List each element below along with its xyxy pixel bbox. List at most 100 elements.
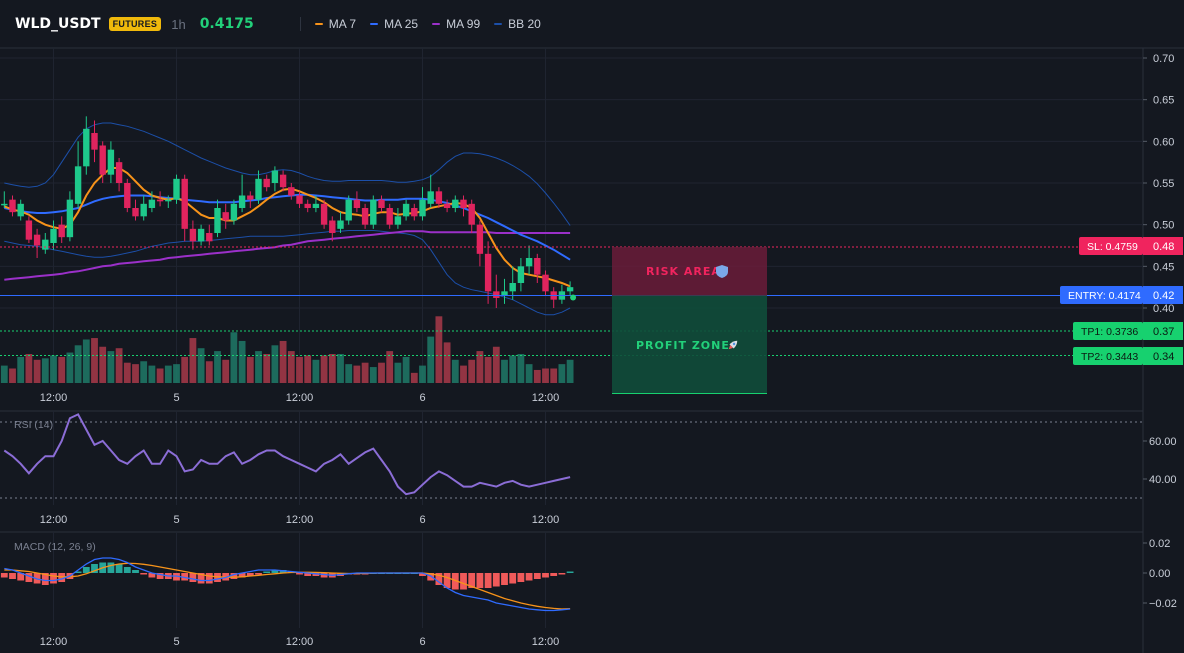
candle-body bbox=[42, 239, 49, 250]
ma7-line bbox=[3, 167, 571, 288]
macd-histogram-bar bbox=[451, 573, 459, 590]
volume-bar bbox=[17, 356, 25, 383]
ma25-swatch bbox=[370, 23, 379, 25]
volume-bar bbox=[279, 340, 287, 383]
volume-bar bbox=[41, 358, 49, 383]
macd-histogram-bar bbox=[197, 573, 205, 584]
candle-body bbox=[107, 149, 115, 175]
candle-body bbox=[58, 224, 65, 238]
candle-body bbox=[493, 291, 500, 298]
candle-body bbox=[156, 199, 164, 202]
volume-bar bbox=[566, 359, 574, 383]
macd-histogram-bar bbox=[296, 573, 303, 575]
rsi-tick-label: 40.00 bbox=[1149, 474, 1177, 486]
macd-histogram-bar bbox=[173, 573, 180, 581]
volume-bar bbox=[74, 345, 82, 383]
candle-body bbox=[214, 208, 221, 233]
macd-histogram-bar bbox=[58, 573, 66, 582]
rsi-time-tick-label: 12:00 bbox=[532, 514, 560, 526]
volume-bar bbox=[345, 364, 353, 383]
volume-bar bbox=[25, 354, 33, 383]
macd-histogram-bar bbox=[476, 573, 484, 588]
volume-bar bbox=[238, 340, 246, 383]
macd-time-tick-label: 12:00 bbox=[286, 636, 314, 648]
volume-bar bbox=[320, 355, 328, 383]
tp2-axis-label: 0.34 bbox=[1153, 351, 1174, 363]
volume-bar bbox=[435, 316, 443, 383]
volume-bar bbox=[361, 362, 369, 383]
macd-histogram-bar bbox=[25, 573, 33, 582]
risk-zone bbox=[612, 247, 767, 296]
last-price: 0.4175 bbox=[199, 16, 254, 32]
macd-histogram-bar bbox=[82, 567, 90, 573]
legend-ma25[interactable]: MA 25 bbox=[370, 17, 418, 31]
volume-bar bbox=[386, 351, 394, 383]
volume-bar bbox=[402, 356, 410, 383]
candle-body bbox=[542, 274, 549, 292]
macd-histogram-bar bbox=[279, 570, 287, 573]
macd-histogram-bar bbox=[263, 571, 271, 573]
candle-body bbox=[353, 199, 361, 208]
volume-bar bbox=[542, 368, 549, 383]
macd-histogram-bar bbox=[123, 567, 131, 573]
volume-bar bbox=[173, 364, 180, 383]
candle-body bbox=[378, 199, 385, 208]
volume-bar bbox=[222, 359, 230, 383]
macd-histogram-bar bbox=[189, 573, 197, 582]
volume-bar bbox=[460, 365, 467, 383]
macd-histogram-bar bbox=[542, 573, 549, 578]
price-tick-label: 0.40 bbox=[1153, 303, 1174, 315]
macd-histogram-bar bbox=[320, 573, 328, 578]
volume-bar bbox=[501, 359, 508, 383]
volume-bar bbox=[140, 361, 148, 383]
volume-bar bbox=[419, 365, 426, 383]
volume-bar bbox=[337, 354, 344, 383]
candle-body bbox=[361, 208, 369, 225]
rsi-time-tick-label: 5 bbox=[173, 514, 179, 526]
volume-bar bbox=[427, 336, 435, 383]
candle-body bbox=[279, 174, 287, 188]
volume-bar bbox=[58, 356, 66, 383]
volume-bar bbox=[0, 365, 8, 383]
macd-histogram-bar bbox=[312, 573, 320, 576]
rsi-time-tick-label: 6 bbox=[419, 514, 425, 526]
volume-bar bbox=[91, 338, 98, 383]
volume-bar bbox=[468, 359, 476, 383]
candle-body bbox=[1, 203, 8, 206]
legend-ma7[interactable]: MA 7 bbox=[314, 17, 356, 31]
volume-bar bbox=[9, 368, 16, 383]
volume-bar bbox=[148, 365, 156, 383]
time-tick-label: 12:00 bbox=[40, 392, 68, 404]
candle-body bbox=[263, 178, 270, 188]
time-tick-label: 12:00 bbox=[532, 392, 560, 404]
timeframe-label[interactable]: 1h bbox=[171, 16, 186, 32]
candle-body bbox=[509, 283, 516, 292]
price-tick-label: 0.70 bbox=[1153, 53, 1174, 65]
bb20-swatch bbox=[494, 23, 503, 25]
macd-histogram-bar bbox=[435, 573, 443, 585]
shield-icon bbox=[716, 265, 728, 278]
legend-ma99[interactable]: MA 99 bbox=[432, 17, 480, 31]
macd-title: MACD (12, 26, 9) bbox=[14, 541, 96, 553]
macd-histogram-bar bbox=[304, 573, 312, 576]
candle-body bbox=[394, 216, 402, 225]
macd-tick-label: −0.02 bbox=[1149, 598, 1177, 610]
candle-body bbox=[304, 203, 311, 208]
volume-bar bbox=[410, 372, 418, 383]
candle-body bbox=[132, 208, 139, 217]
volume-bar bbox=[255, 351, 262, 383]
rsi-line bbox=[3, 413, 571, 496]
macd-histogram-bar bbox=[91, 564, 98, 573]
candle-body bbox=[476, 224, 484, 254]
candle-body bbox=[181, 178, 188, 229]
candle-body bbox=[517, 266, 525, 283]
candle-body bbox=[206, 233, 213, 242]
bb-lower-line bbox=[4, 230, 571, 316]
candle-body bbox=[452, 199, 459, 208]
symbol-name[interactable]: WLD_USDT bbox=[15, 16, 101, 32]
volume-bar bbox=[156, 368, 164, 383]
candle-body bbox=[17, 203, 24, 217]
legend-bb20[interactable]: BB 20 bbox=[494, 17, 541, 31]
candle-body bbox=[189, 228, 197, 242]
